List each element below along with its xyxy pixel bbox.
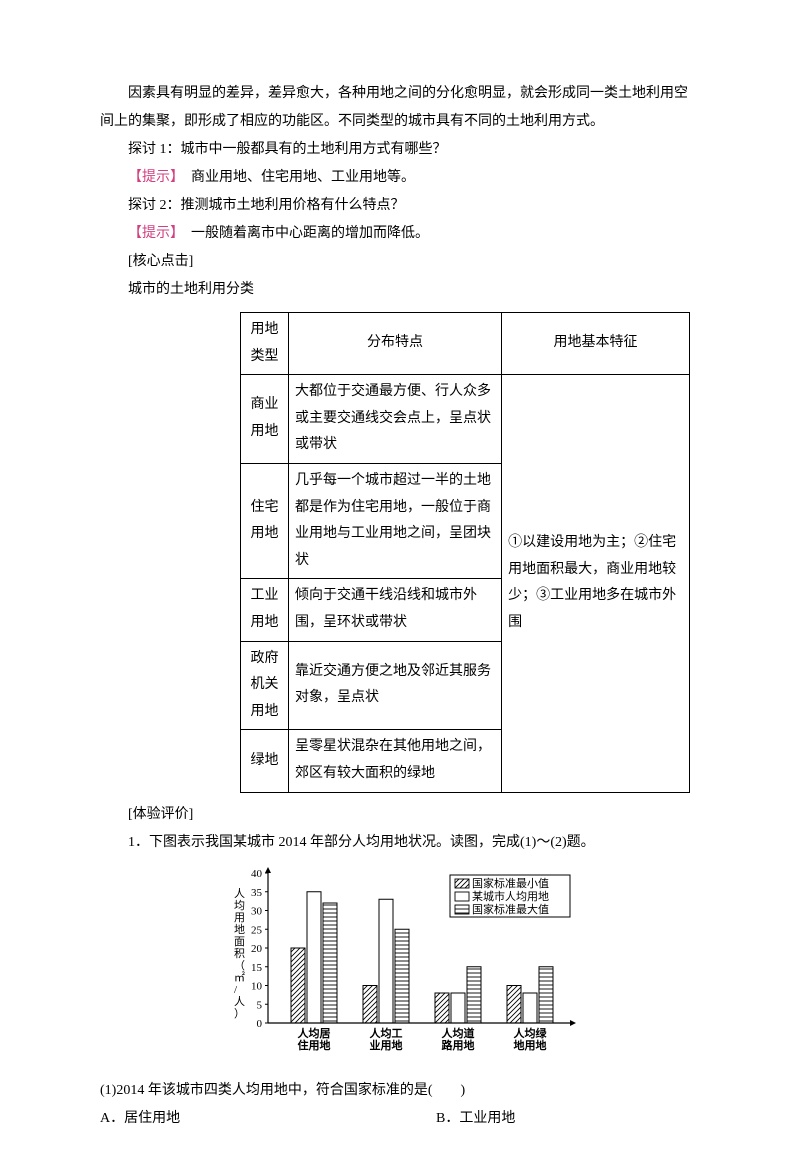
core-title: 城市的土地利用分类 <box>100 276 700 304</box>
svg-text:15: 15 <box>251 961 263 973</box>
discuss-2-text: 探讨 2：推测城市土地利用价格有什么特点？ <box>128 198 405 213</box>
cell-gov: 政府机关用地 <box>241 641 289 730</box>
col-type-header: 用地类型 <box>241 313 289 375</box>
cell-commercial-desc: 大都位于交通最方便、行人众多或主要交通线交会点上，呈点状或带状 <box>288 375 501 464</box>
question-1-stem: 1．下图表示我国某城市 2014 年部分人均用地状况。读图，完成(1)～(2)题… <box>100 829 700 857</box>
svg-text:地: 地 <box>234 923 245 936</box>
svg-text:40: 40 <box>251 868 263 880</box>
svg-text:人: 人 <box>234 887 245 900</box>
discuss-1: 探讨 1：城市中一般都具有的土地利用方式有哪些？ <box>100 136 700 164</box>
cell-commercial: 商业用地 <box>241 375 289 464</box>
svg-text:住用地: 住用地 <box>298 1038 331 1052</box>
svg-text:人均工: 人均工 <box>370 1026 403 1040</box>
svg-text:积: 积 <box>234 947 245 960</box>
cell-residential-desc: 几乎每一个城市超过一半的土地都是作为住宅用地，一般位于商业用地与工业用地之间，呈… <box>288 463 501 578</box>
hint-1-text: 商业用地、住宅用地、工业用地等。 <box>191 170 415 185</box>
svg-text:20: 20 <box>251 943 263 955</box>
cell-characteristics: ①以建设用地为主；②住宅用地面积最大，商业用地较少；③工业用地多在城市外围 <box>502 375 690 792</box>
cell-residential: 住宅用地 <box>241 463 289 578</box>
svg-text:25: 25 <box>251 924 263 936</box>
svg-text:10: 10 <box>251 980 263 992</box>
svg-text:业用地: 业用地 <box>370 1038 403 1052</box>
hint-1: 【提示】 商业用地、住宅用地、工业用地等。 <box>100 164 700 192</box>
hint-2: 【提示】 一般随着离市中心距离的增加而降低。 <box>100 220 700 248</box>
question-1-1-stem: (1)2014 年该城市四类人均用地中，符合国家标准的是( ) <box>100 1077 700 1105</box>
svg-text:某城市人均用地: 某城市人均用地 <box>472 889 549 903</box>
svg-text:路用地: 路用地 <box>442 1038 475 1052</box>
svg-text:地用地: 地用地 <box>514 1038 547 1052</box>
svg-text:30: 30 <box>251 905 263 917</box>
discuss-2: 探讨 2：推测城市土地利用价格有什么特点？ <box>100 192 700 220</box>
cell-gov-desc: 靠近交通方便之地及邻近其服务对象，呈点状 <box>288 641 501 730</box>
cell-green: 绿地 <box>241 730 289 792</box>
hint-label-1: 【提示】 <box>128 170 191 185</box>
svg-text:/: / <box>234 984 238 996</box>
svg-text:）: ） <box>234 1007 245 1020</box>
chart-svg: 0510152025303540人均用地面积（㎡/人）人均居住用地人均工业用地人… <box>220 863 580 1073</box>
option-b: B．工业用地 <box>436 1105 515 1133</box>
svg-text:0: 0 <box>257 1018 263 1030</box>
table-row: 用地类型 分布特点 用地基本特征 <box>241 313 690 375</box>
cell-industrial-desc: 倾向于交通干线沿线和城市外围，呈环状或带状 <box>288 579 501 641</box>
svg-text:国家标准最小值: 国家标准最小值 <box>472 876 549 890</box>
hint-label-2: 【提示】 <box>128 226 191 241</box>
intro-paragraph: 因素具有明显的差异，差异愈大，各种用地之间的分化愈明显，就会形成同一类土地利用空… <box>100 80 700 136</box>
svg-text:35: 35 <box>251 886 263 898</box>
svg-text:㎡: ㎡ <box>234 971 245 984</box>
options-row: A．居住用地 B．工业用地 <box>100 1105 700 1133</box>
option-a: A．居住用地 <box>100 1105 436 1133</box>
table-row: 商业用地 大都位于交通最方便、行人众多或主要交通线交会点上，呈点状或带状 ①以建… <box>241 375 690 464</box>
cell-industrial: 工业用地 <box>241 579 289 641</box>
svg-text:面: 面 <box>234 936 245 948</box>
land-use-table: 用地类型 分布特点 用地基本特征 商业用地 大都位于交通最方便、行人众多或主要交… <box>240 312 690 793</box>
svg-text:人均绿: 人均绿 <box>514 1026 548 1040</box>
col-char-header: 用地基本特征 <box>502 313 690 375</box>
cell-green-desc: 呈零星状混杂在其他用地之间，郊区有较大面积的绿地 <box>288 730 501 792</box>
svg-text:人均居: 人均居 <box>298 1026 331 1040</box>
core-label: [核心点击] <box>100 248 700 276</box>
discuss-1-text: 探讨 1：城市中一般都具有的土地利用方式有哪些？ <box>128 142 447 157</box>
eval-label: [体验评价] <box>100 801 700 829</box>
bar-chart: 0510152025303540人均用地面积（㎡/人）人均居住用地人均工业用地人… <box>220 863 580 1073</box>
svg-text:人均道: 人均道 <box>442 1026 475 1040</box>
svg-text:用: 用 <box>234 912 245 924</box>
svg-text:均: 均 <box>234 899 245 912</box>
svg-text:（: （ <box>234 959 245 972</box>
col-feature-header: 分布特点 <box>288 313 501 375</box>
hint-2-text: 一般随着离市中心距离的增加而降低。 <box>191 226 429 241</box>
svg-text:国家标准最大值: 国家标准最大值 <box>472 902 549 916</box>
svg-text:人: 人 <box>234 995 245 1008</box>
svg-text:5: 5 <box>257 999 263 1011</box>
